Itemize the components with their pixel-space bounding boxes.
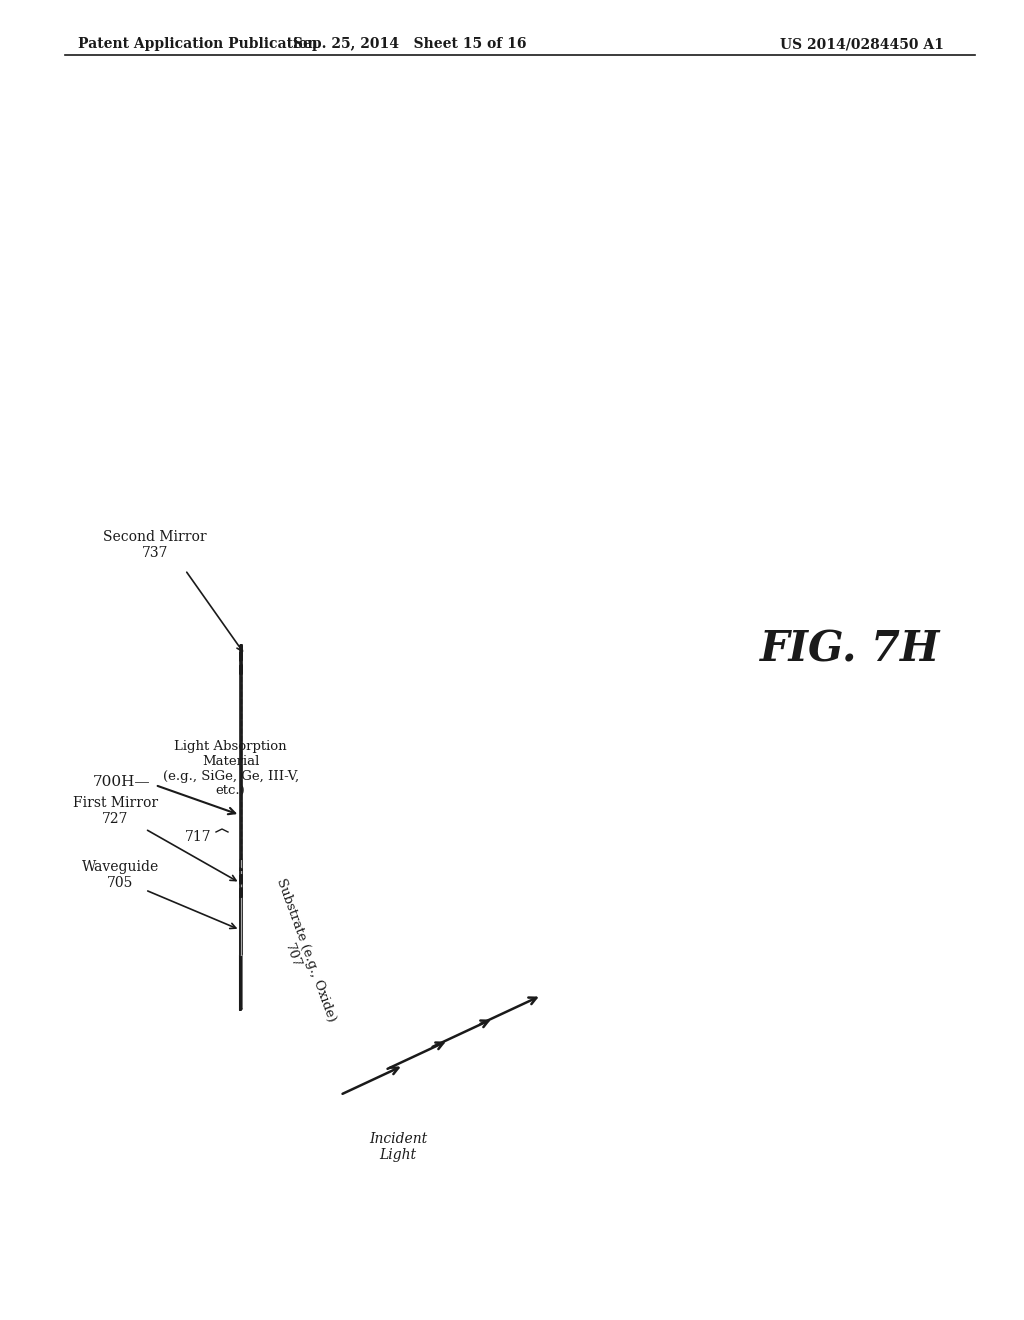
Text: 700H—: 700H— [92, 775, 150, 789]
Text: Incident
Light: Incident Light [369, 1133, 427, 1162]
Text: 717: 717 [185, 830, 212, 843]
Text: Second Mirror
737: Second Mirror 737 [103, 529, 207, 560]
Text: First Mirror
727: First Mirror 727 [73, 796, 158, 826]
Text: Substrate (e.g., Oxide)
707: Substrate (e.g., Oxide) 707 [260, 876, 338, 1030]
Text: Patent Application Publication: Patent Application Publication [78, 37, 317, 51]
Text: Sep. 25, 2014   Sheet 15 of 16: Sep. 25, 2014 Sheet 15 of 16 [293, 37, 526, 51]
Text: FIG. 7H: FIG. 7H [760, 630, 940, 671]
Text: US 2014/0284450 A1: US 2014/0284450 A1 [780, 37, 944, 51]
Text: Light Absorption
Material
(e.g., SiGe, Ge, III-V,
etc.): Light Absorption Material (e.g., SiGe, G… [163, 739, 299, 797]
Text: Waveguide
705: Waveguide 705 [82, 859, 159, 890]
